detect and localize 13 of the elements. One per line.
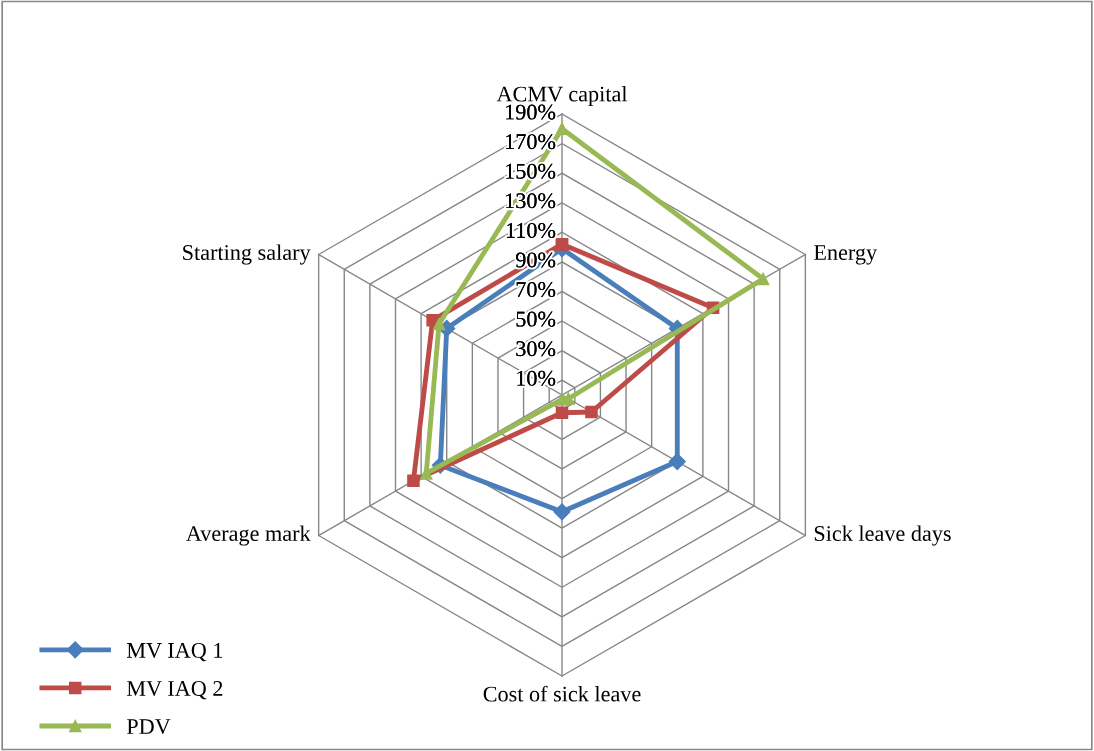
y-tick-label: 110%: [506, 222, 556, 238]
legend-label: PDV: [126, 719, 171, 735]
spoke-label: Energy: [813, 245, 878, 265]
y-tick-label: 50%: [516, 311, 556, 327]
spoke-label: Average mark: [186, 525, 311, 546]
legend-label: MV IAQ 2: [126, 681, 223, 700]
y-tick-label: 10%: [517, 370, 556, 386]
legend-label: MV IAQ 1: [126, 642, 223, 662]
spoke-label: Starting salary: [183, 244, 311, 265]
spoke-label: Sick leave days: [814, 525, 951, 546]
spoke-label: Cost of sick leave: [483, 685, 641, 702]
y-tick-label: 30%: [516, 341, 556, 357]
y-tick-label: 70%: [516, 282, 556, 298]
